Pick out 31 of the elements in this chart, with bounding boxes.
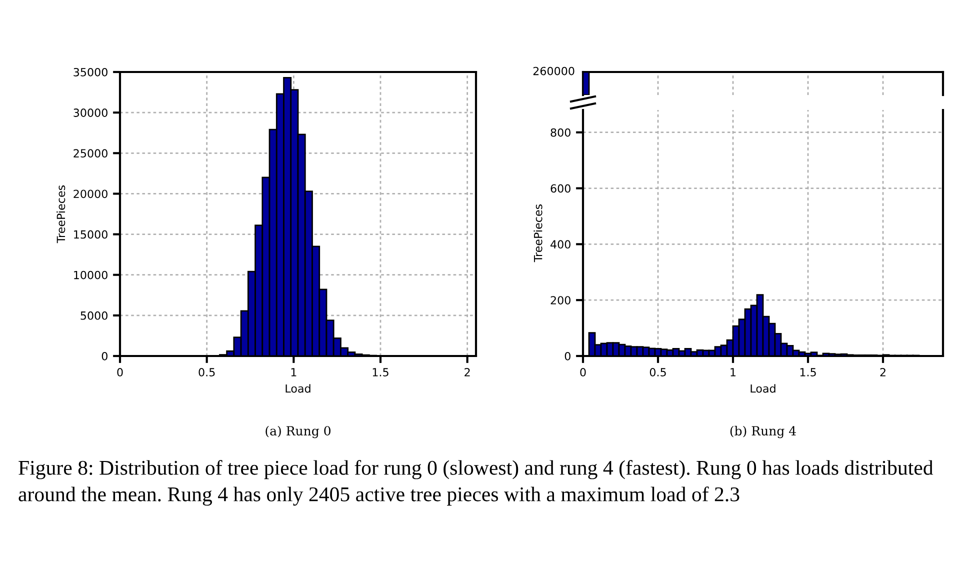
y-axis-title: TreePieces xyxy=(56,185,66,244)
y-tick-label: 10000 xyxy=(74,270,108,280)
y-tick-label: 30000 xyxy=(74,108,108,117)
x-tick-label: 1.5 xyxy=(800,368,816,376)
x-tick-label: 0 xyxy=(117,368,123,376)
text: 260000 xyxy=(533,66,574,76)
y-tick-label: 800 xyxy=(550,128,570,137)
caption: Figure 8: Distribution of tree piece load for rung 0 (slowest) and rung 4 (fastest). Rung 0 has loads distributed around the mean. Rung 4 has only 2405 active tree pieces with a maximum load of 2.3 xyxy=(18,460,934,506)
y-axis-title: TreePieces xyxy=(534,204,542,262)
x-tick-label: 2 xyxy=(464,368,470,376)
x-tick-label: 0 xyxy=(580,368,586,376)
x-tick-label: 0.5 xyxy=(650,368,666,376)
y-tick-label: 400 xyxy=(550,240,570,249)
x-axis-title: Load xyxy=(750,384,776,393)
x-tick-label: 2 xyxy=(880,368,886,376)
y-tick-label: 0 xyxy=(102,352,108,360)
x-tick-label: 1 xyxy=(291,368,296,376)
y-tick-label: 25000 xyxy=(74,149,108,158)
text: (b) Rung 4 xyxy=(730,426,796,438)
y-tick-label: 0 xyxy=(564,352,570,360)
x-tick-label: 1 xyxy=(730,368,736,376)
text: (a) Rung 0 xyxy=(266,426,330,438)
x-tick-label: 1.5 xyxy=(372,368,388,376)
x-tick-label: 0.5 xyxy=(198,368,215,376)
y-tick-label: 20000 xyxy=(74,190,108,198)
y-tick-label: 35000 xyxy=(74,68,108,76)
y-tick-label: 15000 xyxy=(74,230,108,239)
y-tick-label: 5000 xyxy=(80,311,108,320)
y-tick-label: 600 xyxy=(550,184,570,193)
y-tick-label: 200 xyxy=(550,296,570,304)
x-axis-title: Load xyxy=(286,384,310,393)
